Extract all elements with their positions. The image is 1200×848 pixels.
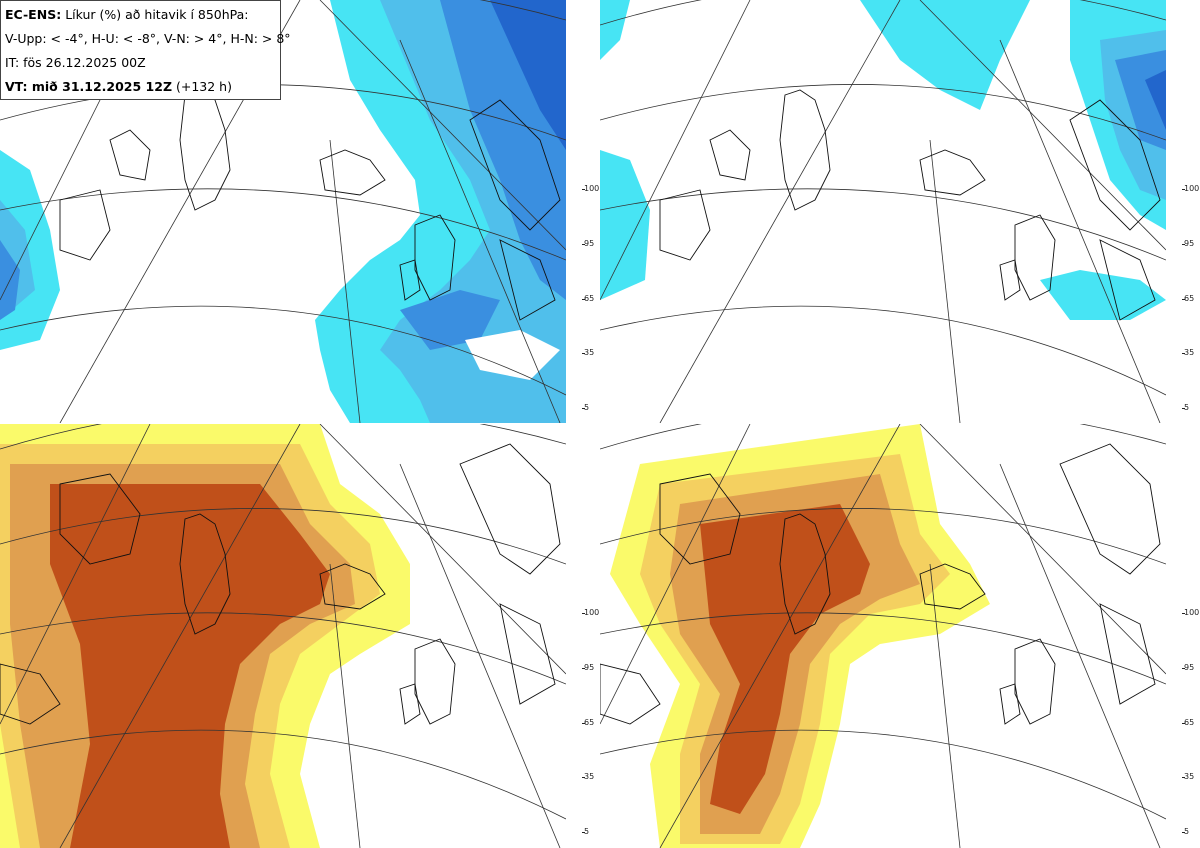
legend-line-1: EC-ENS: Líkur (%) að hitavik í 850hPa: [5,7,249,22]
legend-line-2: V-Upp: < -4°, H-U: < -8°, V-N: > 4°, H-N… [5,31,291,46]
colorbar-tick-label: 5 [584,403,590,412]
colorbar-tick-mark [1182,777,1185,779]
colorbar-tick-label: 5 [584,827,590,836]
colorbar-tick-label: 100 [1184,184,1200,193]
colorbar-tick-mark [1182,189,1185,190]
colorbar-tick-label: 35 [1184,348,1195,358]
colorbar-tick-mark [582,777,585,779]
colorbar-tick-mark [582,243,585,245]
colorbar-tick-mark [1182,243,1185,245]
colorbar-tick-label: 100 [1184,608,1200,617]
map-panel-warm-strong [600,424,1166,848]
colorbar-tick-label: 95 [584,662,595,672]
colorbar-tick-mark [582,189,585,190]
colorbar-tick-mark [1182,667,1185,669]
colorbar-tick-label: 5 [1184,403,1190,412]
probability-map [0,424,566,848]
map-legend: EC-ENS: Líkur (%) að hitavik í 850hPa: V… [0,0,291,100]
colorbar-tick-label: 5 [1184,827,1190,836]
map-panel-cold-strong [600,0,1166,423]
colorbar-tick-label: 100 [584,608,600,617]
colorbar-tick-label: 95 [1184,238,1195,248]
colorbar-tick-label: 35 [584,772,595,782]
colorbar-tick-label: 65 [1184,717,1195,727]
colorbar-tick-mark [1182,298,1185,300]
colorbar-tick-mark [1182,722,1185,724]
colorbar-tick-mark [1182,408,1185,409]
colorbar-tick-mark [582,667,585,669]
colorbar-tick-mark [582,613,585,614]
legend-line-4: VT: mið 31.12.2025 12Z (+132 h) [5,79,232,94]
colorbar-tick-mark [582,832,585,833]
probability-map [600,424,1166,848]
colorbar-tick-label: 95 [1184,662,1195,672]
colorbar-tick-label: 35 [1184,772,1195,782]
legend-line-3: IT: fös 26.12.2025 00Z [5,55,146,70]
colorbar-tick-label: 95 [584,238,595,248]
colorbar-tick-mark [582,353,585,355]
map-panel-cold-moderate [0,0,566,423]
colorbar-tick-label: 100 [584,184,600,193]
colorbar-tick-mark [1182,613,1185,614]
probability-map [600,0,1166,423]
colorbar-tick-mark [1182,832,1185,833]
colorbar-tick-mark [582,408,585,409]
colorbar-tick-label: 65 [584,293,595,303]
colorbar-tick-mark [582,722,585,724]
colorbar-tick-label: 35 [584,348,595,358]
colorbar-tick-label: 65 [1184,293,1195,303]
colorbar-tick-mark [582,298,585,300]
colorbar-tick-label: 65 [584,717,595,727]
map-panel-warm-moderate [0,424,566,848]
colorbar-tick-mark [1182,353,1185,355]
